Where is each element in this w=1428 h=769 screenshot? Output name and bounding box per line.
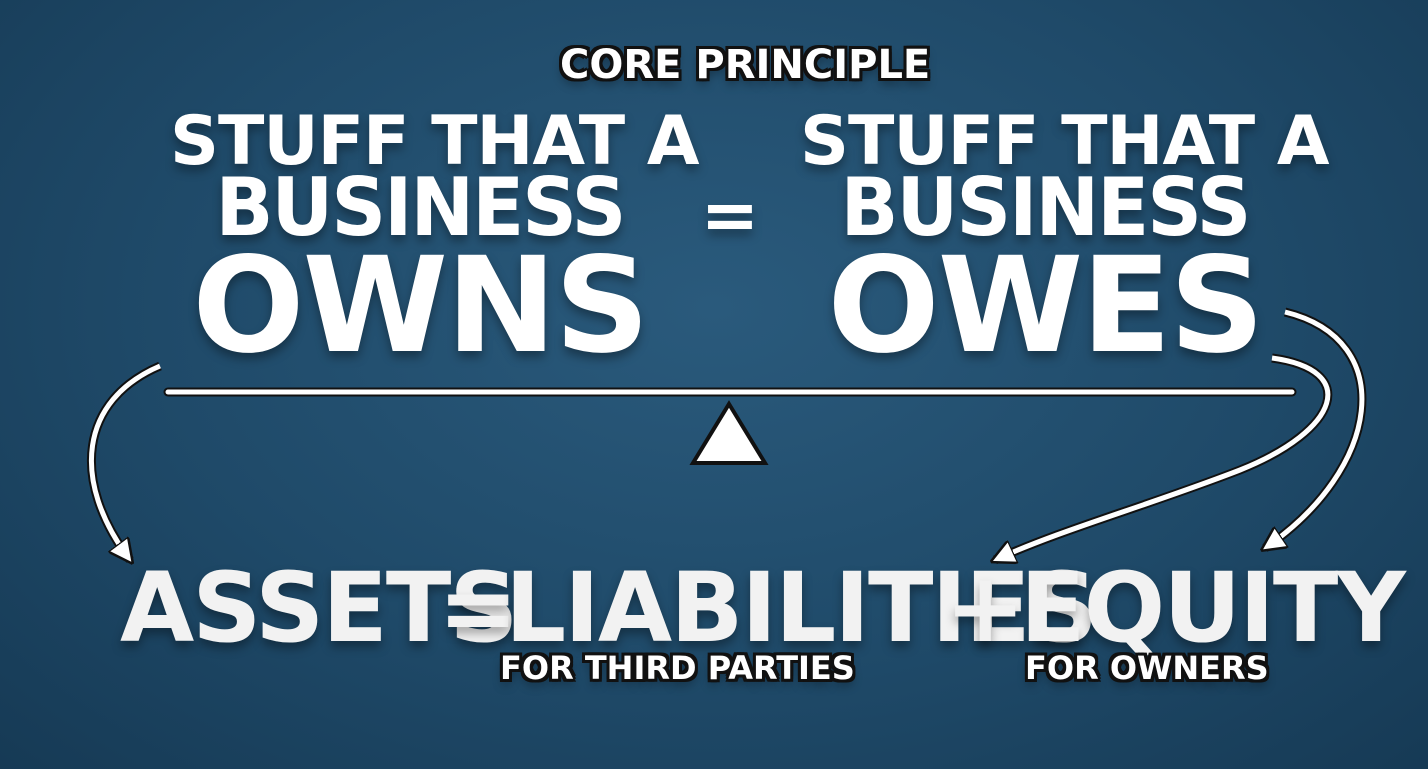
curved-arrow-owes-to-liabilities [995,353,1333,560]
right-line-2: BUSINESS [840,161,1251,254]
right-line-1: STUFF THAT A [800,102,1329,181]
right-line-3: OWES [827,229,1264,383]
liabilities-subtitle: FOR THIRD PARTIES [500,649,855,687]
formula-liabilities: LIABILITIES [505,552,1098,664]
left-line-3: OWNS [192,229,649,383]
fulcrum-triangle [689,400,769,465]
diagram-title: CORE PRINCIPLE [560,42,931,88]
formula-equity: EQUITY [1020,552,1406,664]
left-line-1: STUFF THAT A [170,102,699,181]
formula-equals: = [438,552,518,664]
curved-arrow-owns-to-assets [86,361,162,560]
equals-sign-top: = [700,174,760,256]
curved-arrow-owes-to-equity [1265,307,1367,548]
equity-subtitle: FOR OWNERS [1025,649,1269,687]
formula-plus: + [945,552,1025,664]
formula-assets: ASSETS [120,552,518,664]
left-line-2: BUSINESS [215,161,626,254]
